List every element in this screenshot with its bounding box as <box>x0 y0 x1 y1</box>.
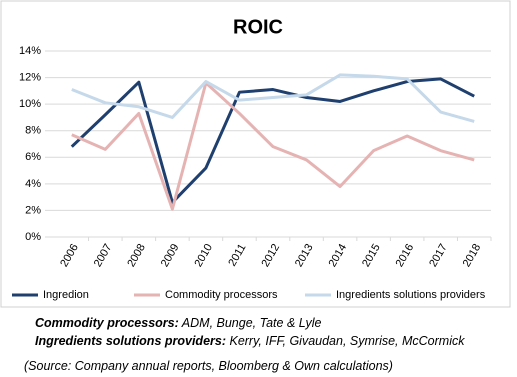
note-text: ADM, Bunge, Tate & Lyle <box>181 316 322 330</box>
x-tick-label: 2013 <box>293 242 316 269</box>
y-tick-label: 4% <box>25 178 41 190</box>
source: (Source: Company annual reports, Bloombe… <box>24 359 393 373</box>
y-tick-label: 8% <box>25 125 41 137</box>
series-line <box>70 77 475 204</box>
y-tick-label: 0% <box>25 231 41 243</box>
note-text: Kerry, IFF, Givaudan, Symrise, McCormick <box>229 334 465 348</box>
y-tick-label: 12% <box>19 71 41 83</box>
x-tick-label: 2007 <box>92 242 115 269</box>
note: Commodity processors: ADM, Bunge, Tate &… <box>35 316 321 330</box>
x-tick-label: 2017 <box>427 242 450 269</box>
chart-title: ROIC <box>233 16 283 38</box>
series-line <box>71 81 475 211</box>
note: Ingredients solutions providers: Kerry, … <box>35 334 464 348</box>
x-tick-label: 2018 <box>461 242 484 269</box>
note-label: Ingredients solutions providers: <box>35 334 226 348</box>
y-tick-label: 2% <box>25 204 41 216</box>
legend-label: Commodity processors <box>165 289 278 301</box>
y-tick-label: 14% <box>19 45 41 57</box>
x-tick-label: 2016 <box>394 242 417 269</box>
x-tick-label: 2011 <box>226 242 248 268</box>
x-tick-label: 2014 <box>327 242 350 269</box>
note-label: Commodity processors: <box>35 316 179 330</box>
series-line <box>71 73 475 123</box>
chart-border <box>0 0 511 308</box>
x-tick-label: 2015 <box>360 242 383 269</box>
legend-label: Ingredion <box>43 289 89 301</box>
x-tick-label: 2012 <box>259 242 282 269</box>
x-tick-label: 2010 <box>192 242 215 269</box>
y-tick-label: 10% <box>19 98 41 110</box>
x-tick-label: 2006 <box>58 242 81 269</box>
legend-label: Ingredients solutions providers <box>336 289 486 301</box>
y-tick-label: 6% <box>25 151 41 163</box>
x-tick-label: 2009 <box>159 242 182 269</box>
x-tick-label: 2008 <box>125 242 148 269</box>
